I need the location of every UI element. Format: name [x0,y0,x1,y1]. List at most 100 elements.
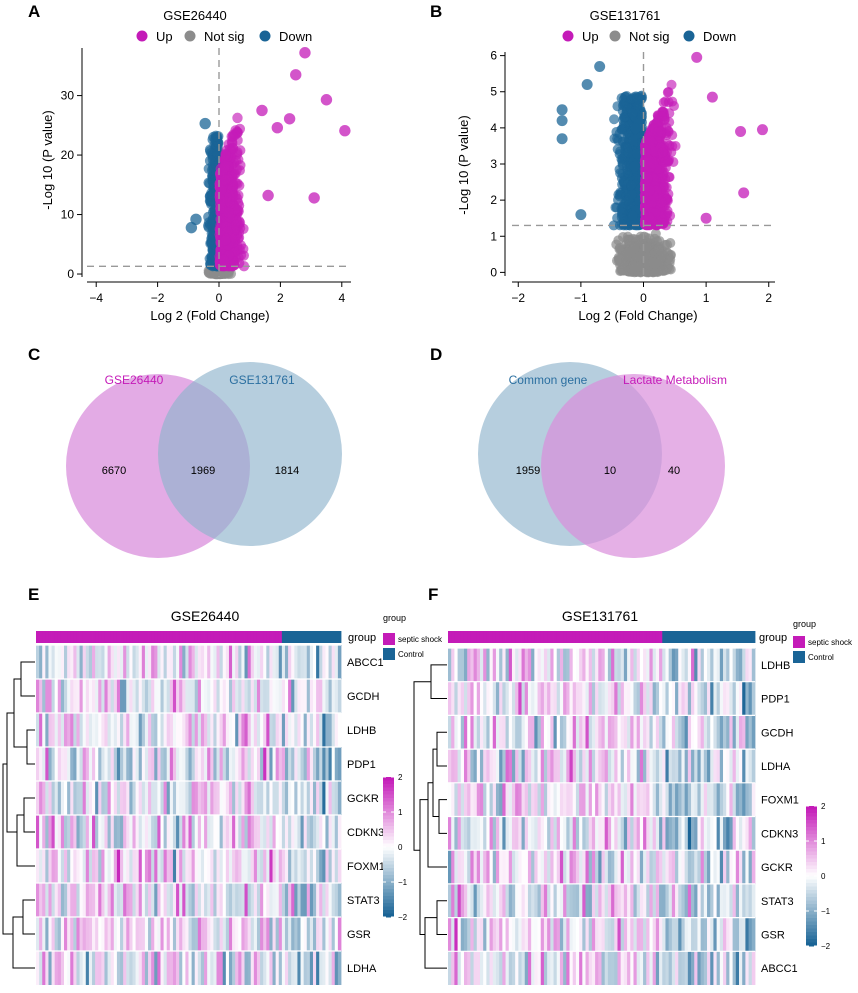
heatmap-cell [98,849,102,883]
heatmap-cell [123,917,127,951]
group-bar-septic [126,631,130,643]
heatmap-cell [123,951,127,985]
x-tick-label: −1 [574,291,588,305]
group-bar-control [678,631,682,643]
heatmap-cell [110,645,115,679]
heatmap-cell [272,883,277,917]
heatmap-cell [322,747,326,781]
heatmap-cell [138,883,143,917]
heatmap-cell [322,679,326,713]
heatmap-e [36,631,342,985]
heatmap-cell [64,951,68,985]
point-down-highlight [556,133,568,145]
heatmap-cell [591,648,596,682]
heatmap-cell [297,713,301,747]
point-up [223,139,234,150]
heatmap-cell [328,849,333,883]
heatmap-cell [154,951,158,985]
point-up [220,235,231,246]
heatmap-cell [216,951,221,985]
legend-down-marker [259,30,271,42]
heatmap-cell [281,645,286,679]
group-bar-septic [141,631,146,643]
heatmap-cell [160,951,165,985]
colorscale-step [383,847,394,851]
heatmap-cell [620,681,625,716]
group-bar-septic [579,631,583,643]
heatmap-cell [266,679,270,713]
heatmap-cell [132,883,136,917]
heatmap-cell [694,681,698,716]
group-bar-septic [559,631,564,643]
heatmap-cell [182,713,186,747]
venn-d-left-count: 1959 [516,465,540,477]
point-up-highlight [320,94,333,106]
heatmap-cell [185,713,189,747]
point-down [629,161,640,172]
heatmap-cell [585,715,590,750]
heatmap-cell [166,679,171,713]
heatmap-cell [627,648,631,682]
heatmap-cell [123,645,127,679]
heatmap-cell [39,747,43,781]
heatmap-cell [36,713,40,747]
heatmap-cell [92,713,96,747]
heatmap-cell [253,713,258,747]
heatmap-cell [179,645,183,679]
heatmap-cell [316,713,320,747]
heatmap-cell [110,713,115,747]
heatmap-cell [309,849,314,883]
heatmap-cell [508,648,513,682]
heatmap-cell [200,645,205,679]
heatmap-cell [101,747,105,781]
heatmap-cell [235,679,239,713]
point-notsig [648,257,659,268]
heatmap-cell [269,883,273,917]
heatmap-cell [51,815,56,849]
heatmap-cell [614,715,618,750]
heatmap-cell [316,815,320,849]
group-bar-septic [57,631,62,643]
colorscale-step [383,794,394,799]
heatmap-f [448,631,756,985]
venn-d-right-count: 40 [668,465,680,477]
heatmap-cell [319,747,323,781]
heatmap-cell [88,917,93,951]
group-bar-septic [515,631,519,643]
heatmap-cell [253,883,258,917]
heatmap-cell [194,849,199,883]
heatmap-cell [322,781,326,815]
heatmap-cell [151,781,155,815]
heatmap-cell [266,645,270,679]
group-bar-septic [659,631,663,643]
heatmap-cell [70,713,74,747]
heatmap-cell [322,883,326,917]
heatmap-cell [479,715,484,750]
heatmap-cell [88,679,93,713]
heatmap-cell [45,815,49,849]
heatmap-cell [151,849,155,883]
heatmap-cell [185,917,189,951]
group-bar-septic [470,631,474,643]
heatmap-cell [67,849,71,883]
heatmap-cell [269,917,273,951]
heatmap-cell [284,951,289,985]
heatmap-cell [188,917,193,951]
heatmap-cell [275,747,280,781]
group-bar-control [681,631,686,643]
heatmap-cell [291,645,295,679]
heatmap-cell [191,679,196,713]
heatmap-cell [291,747,295,781]
group-bar-control [700,631,705,643]
heatmap-cell [70,679,74,713]
row-label: GCDH [347,691,379,703]
heatmap-cell [67,713,71,747]
heatmap-cell [219,951,224,985]
heatmap-cell [543,715,548,750]
heatmap-cell [467,648,471,682]
heatmap-cell [88,849,93,883]
heatmap-cell [662,648,666,682]
heatmap-cell [120,747,124,781]
heatmap-cell [495,681,500,716]
heatmap-cell [312,781,317,815]
